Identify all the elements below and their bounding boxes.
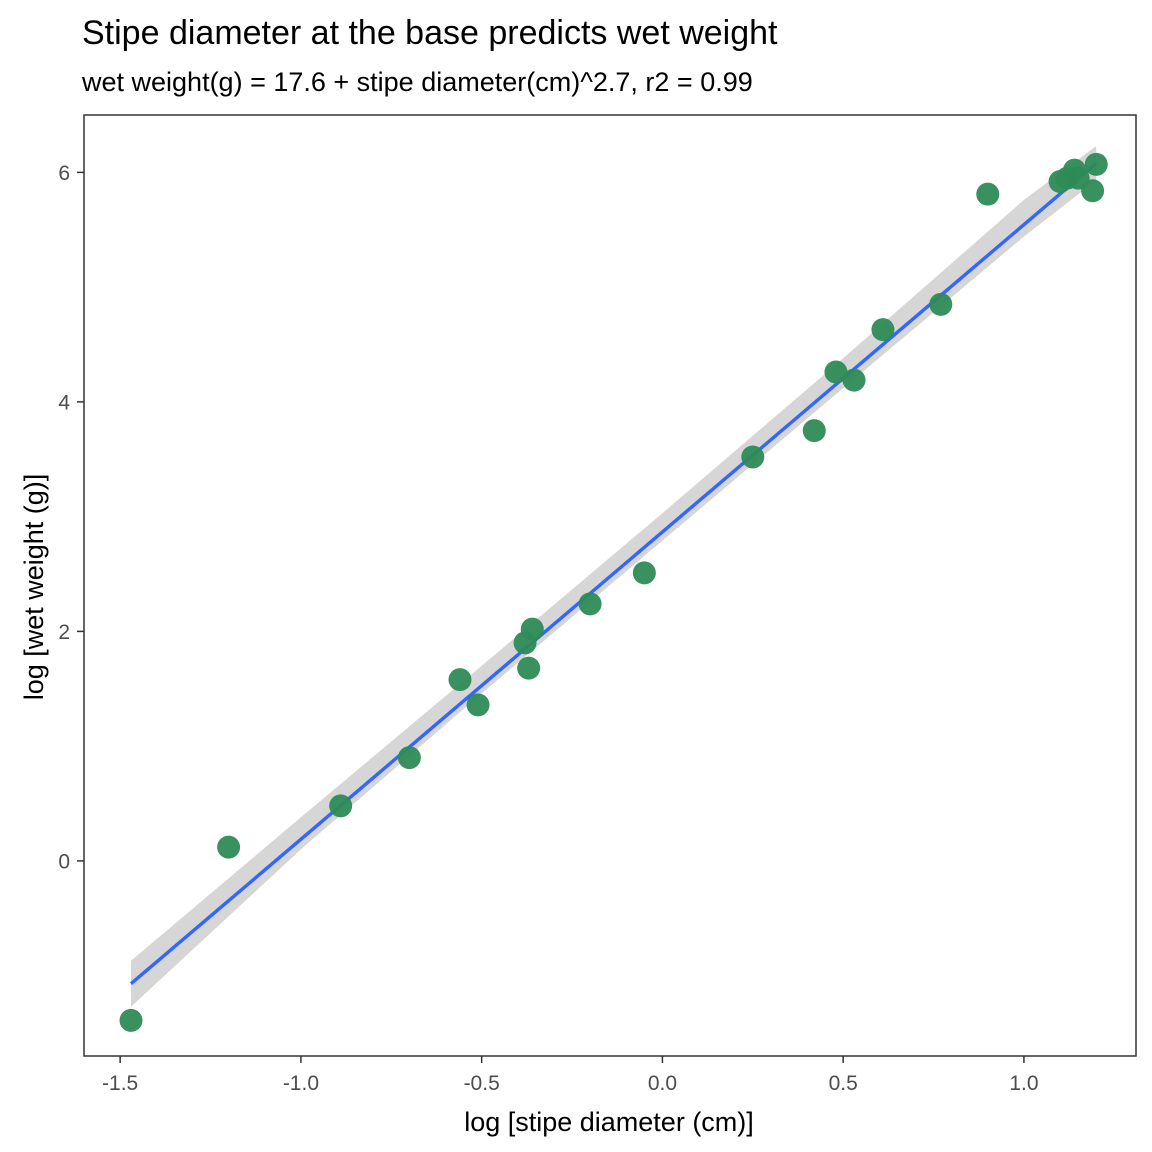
data-points-layer <box>119 152 1108 1032</box>
data-point-3 <box>329 794 353 818</box>
data-point-14 <box>824 360 848 384</box>
chart-title: Stipe diameter at the base predicts wet … <box>82 14 778 52</box>
fit-line-layer <box>129 161 1098 985</box>
y-axis-ticks: 0 2 4 6 <box>58 162 84 873</box>
data-point-15 <box>842 368 866 392</box>
data-point-2 <box>217 835 241 859</box>
x-tick-label: 0.5 <box>829 1072 858 1095</box>
y-tick-label: 4 <box>58 391 70 414</box>
data-point-12 <box>741 445 765 469</box>
y-tick-label: 6 <box>58 162 70 185</box>
x-tick-label: 1.0 <box>1009 1072 1038 1095</box>
y-tick-label: 0 <box>58 850 70 873</box>
chart-subtitle: wet weight(g) = 17.6 + stipe diameter(cm… <box>81 67 753 97</box>
x-axis-ticks: -1.5 -1.0 -0.5 0.0 0.5 1.0 <box>102 1056 1039 1095</box>
data-point-13 <box>802 419 826 443</box>
data-point-10 <box>578 592 602 616</box>
x-tick-label: -1.0 <box>283 1072 319 1095</box>
y-tick-label: 2 <box>58 621 70 644</box>
x-tick-label: -0.5 <box>464 1072 500 1095</box>
data-point-18 <box>976 182 1000 206</box>
x-axis-label: log [stipe diameter (cm)] <box>464 1107 754 1137</box>
x-tick-label: 0.0 <box>648 1072 677 1095</box>
data-point-4 <box>397 746 421 770</box>
data-point-11 <box>632 561 656 585</box>
confidence-band-layer <box>131 146 1097 1007</box>
data-point-9 <box>520 617 544 641</box>
data-point-23 <box>1081 179 1105 203</box>
data-point-5 <box>448 668 472 692</box>
panel-border <box>83 114 1137 1057</box>
data-point-8 <box>517 656 541 680</box>
data-point-17 <box>929 292 953 316</box>
data-point-6 <box>466 693 490 717</box>
x-tick-label: -1.5 <box>102 1072 138 1095</box>
y-axis-label: log [wet weight (g)] <box>19 474 49 701</box>
confidence-band <box>131 146 1097 1007</box>
data-point-1 <box>119 1008 143 1032</box>
regression-line <box>129 161 1098 985</box>
data-point-24 <box>1084 152 1108 176</box>
data-point-16 <box>871 318 895 342</box>
